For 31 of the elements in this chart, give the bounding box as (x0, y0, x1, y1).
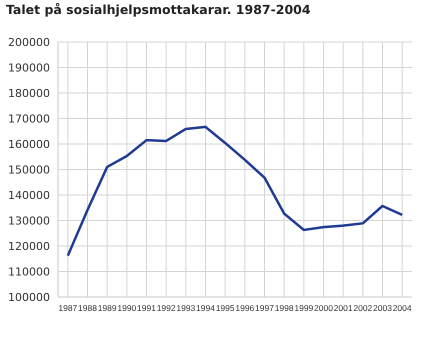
y-tick-label: 130000 (8, 214, 50, 228)
x-tick-label: 1987 (58, 303, 78, 314)
x-tick-label: 1988 (78, 303, 98, 314)
y-tick-label: 200000 (8, 36, 50, 49)
y-tick-label: 180000 (8, 86, 50, 100)
x-tick-label: 1993 (176, 303, 196, 314)
x-tick-label: 2000 (314, 303, 334, 314)
x-tick-label: 2001 (334, 303, 353, 314)
y-tick-label: 120000 (8, 240, 50, 253)
x-tick-label: 1999 (294, 303, 314, 314)
line-series (66, 126, 404, 257)
x-tick-label: 1992 (156, 303, 176, 314)
x-tick-label: 1997 (255, 303, 274, 314)
y-tick-label: 110000 (8, 265, 50, 278)
y-tick-label: 150000 (8, 163, 50, 176)
y-tick-label: 160000 (8, 138, 50, 151)
y-tick-label: 170000 (8, 112, 50, 126)
x-tick-label: 2003 (373, 303, 392, 314)
x-tick-label: 1989 (98, 303, 117, 314)
x-tick-label: 1996 (235, 303, 255, 314)
x-tick-label: 1990 (117, 303, 137, 314)
y-tick-label: 140000 (8, 188, 50, 202)
chart-title: Talet på sosialhjelpsmottakarar. 1987-2004 (6, 2, 311, 17)
x-tick-label: 1995 (216, 303, 235, 314)
x-tick-label: 1998 (274, 303, 294, 314)
y-tick-label: 100000 (8, 290, 50, 304)
x-tick-label: 2004 (392, 303, 412, 314)
y-tick-label: 190000 (8, 61, 50, 74)
x-tick-label: 1991 (137, 303, 156, 314)
x-tick-label: 1994 (196, 303, 216, 314)
x-tick-label: 2002 (353, 303, 373, 314)
